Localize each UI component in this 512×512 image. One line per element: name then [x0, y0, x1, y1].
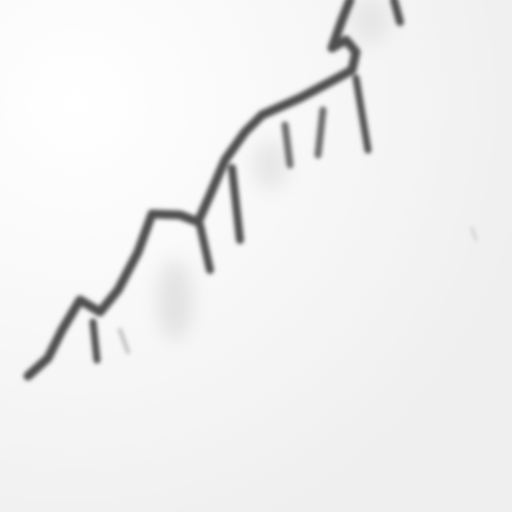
- hatch: [89, 318, 101, 364]
- hatch: [314, 106, 327, 159]
- hatch: [118, 328, 130, 354]
- strokes: [23, 0, 478, 381]
- ridge-line: [23, 0, 361, 381]
- hatch: [228, 164, 244, 244]
- hatch: [281, 121, 294, 169]
- speck: [470, 226, 478, 242]
- hatch: [352, 74, 372, 154]
- shadow: [252, 140, 288, 190]
- hatch: [196, 221, 214, 274]
- shadow: [157, 260, 193, 340]
- ridge-line: [390, 0, 404, 26]
- shadow: [350, 0, 390, 45]
- shading: [157, 0, 390, 340]
